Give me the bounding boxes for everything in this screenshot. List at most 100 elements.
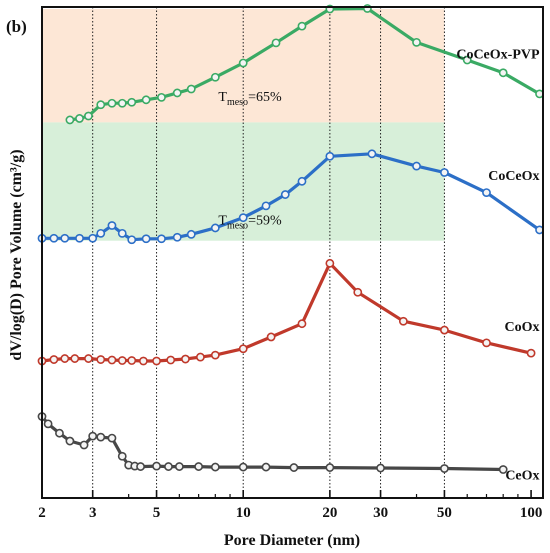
data-point-ceox-7 [107, 433, 117, 443]
data-point-coceox-pvp-11 [210, 72, 220, 82]
data-point-coceox-14 [238, 213, 248, 223]
x-tick-label-50: 50 [437, 505, 452, 521]
data-point-coox-10 [152, 356, 161, 366]
vertical-gridlines [92, 7, 445, 498]
series-labels: CoCeOx-PVP CoCeOx CoOx CeOx [456, 48, 540, 484]
data-point-ceox-3 [65, 436, 75, 446]
data-point-coox-4 [84, 354, 93, 363]
data-point-coceox-pvp-8 [157, 92, 166, 102]
data-point-coox-12 [181, 354, 190, 364]
x-tick-label-10: 10 [236, 505, 251, 521]
data-point-coceox-9 [141, 234, 151, 244]
annotations: Tmeso=65% Tmeso=59% [218, 90, 282, 232]
data-point-ceox-21 [376, 463, 385, 473]
data-point-coceox-2 [60, 233, 70, 243]
data-point-coox-13 [195, 352, 205, 362]
data-point-coceox-pvp-19 [498, 68, 508, 78]
data-point-coceox-10 [157, 234, 166, 244]
data-point-coceox-pvp-18 [462, 55, 472, 65]
data-point-ceox-2 [55, 428, 64, 438]
x-tick-label-2: 2 [38, 505, 46, 521]
series-ceox [37, 412, 508, 474]
data-point-coceox-21 [440, 168, 449, 177]
data-point-coox-11 [166, 355, 176, 365]
series-coox [37, 258, 536, 366]
data-point-ceox-4 [79, 440, 89, 450]
data-point-coceox-8 [127, 235, 137, 245]
data-point-coceox-pvp-16 [362, 4, 372, 13]
x-tick-label-30: 30 [373, 505, 388, 521]
data-point-coceox-22 [482, 188, 491, 197]
data-point-ceox-23 [498, 465, 508, 474]
data-point-coceox-3 [75, 233, 84, 243]
series-line-coox [41, 261, 532, 363]
data-point-ceox-22 [440, 464, 449, 473]
data-point-coceox-16 [280, 190, 290, 199]
data-point-coceox-4 [88, 233, 98, 243]
data-point-coceox-18 [325, 151, 335, 161]
data-point-coceox-7 [117, 228, 127, 238]
data-point-coceox-pvp-1 [75, 114, 84, 123]
data-point-coox-19 [353, 287, 363, 297]
data-point-ceox-8 [117, 451, 127, 461]
data-point-coceox-pvp-3 [96, 100, 106, 110]
data-point-coox-22 [482, 338, 491, 348]
plot-frame [41, 6, 544, 499]
data-point-coceox-pvp-10 [186, 84, 196, 94]
data-point-ceox-18 [261, 462, 271, 472]
x-tick-label-100: 100 [520, 505, 543, 521]
x-tick-label-20: 20 [322, 505, 337, 521]
data-point-ceox-6 [96, 432, 106, 442]
data-point-coceox-pvp-2 [84, 111, 93, 121]
data-point-ceox-11 [136, 462, 145, 471]
y-axis-label: dV/log(D) Pore Volume (cm³/g) [8, 149, 25, 360]
data-point-ceox-12 [152, 461, 161, 471]
data-point-ceox-17 [238, 462, 248, 472]
data-point-coox-17 [297, 319, 307, 329]
data-point-ceox-1 [43, 419, 53, 429]
data-point-coox-23 [526, 348, 536, 358]
data-point-coox-2 [60, 354, 70, 363]
data-point-coox-6 [107, 355, 117, 365]
data-point-ceox-13 [164, 462, 173, 471]
series-line-ceox [40, 415, 504, 472]
data-point-coceox-20 [412, 161, 421, 171]
data-point-coox-3 [70, 354, 80, 363]
data-point-coox-9 [138, 356, 148, 366]
data-point-coox-5 [96, 355, 106, 364]
data-point-coceox-pvp-9 [172, 88, 182, 98]
data-point-ceox-5 [88, 431, 98, 441]
series-layer [37, 4, 544, 474]
data-point-coox-14 [210, 350, 220, 360]
data-point-ceox-14 [174, 462, 184, 471]
data-point-coox-1 [49, 355, 59, 364]
data-point-coceox-pvp-7 [141, 95, 151, 105]
x-axis-label: Pore Diameter (nm) [224, 532, 360, 549]
data-point-coox-15 [238, 344, 248, 354]
data-point-coceox-pvp-12 [238, 58, 248, 68]
data-point-ceox-19 [289, 463, 299, 472]
data-point-coox-21 [440, 325, 449, 335]
series-label-ceox: CeOx [505, 468, 539, 483]
data-point-coceox-12 [186, 229, 196, 239]
series-label-coceox-pvp: CoCeOx-PVP [456, 48, 540, 63]
data-point-coox-18 [325, 258, 335, 268]
data-point-coceox-pvp-14 [297, 21, 307, 31]
series-coceox-pvp [65, 4, 544, 125]
data-point-coox-20 [398, 316, 408, 326]
data-point-ceox-16 [210, 462, 220, 472]
data-point-ceox-20 [325, 463, 335, 472]
data-point-coceox-17 [297, 176, 307, 186]
data-point-coceox-pvp-5 [117, 98, 127, 108]
series-coceox [37, 149, 544, 245]
data-point-coceox-15 [261, 201, 271, 211]
data-point-coceox-pvp-6 [127, 97, 137, 107]
panel-label: (b) [6, 17, 27, 36]
data-point-coceox-pvp-0 [65, 115, 75, 125]
data-point-coceox-1 [49, 233, 59, 243]
x-tick-label-5: 5 [153, 505, 161, 521]
shaded-regions [42, 8, 445, 241]
data-point-coceox-pvp-17 [412, 37, 421, 47]
data-point-coceox-pvp-4 [107, 98, 117, 108]
